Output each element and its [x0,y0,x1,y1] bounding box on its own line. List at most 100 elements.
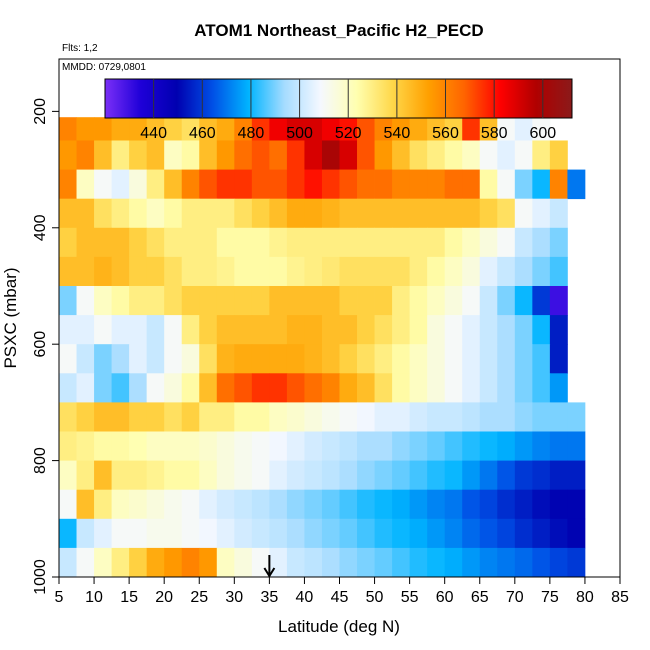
heatmap-cell [321,547,340,578]
heatmap-cell [59,547,77,578]
heatmap-cell [216,198,235,229]
heatmap-cell [94,285,112,316]
heatmap-cell [286,285,305,316]
heatmap-cell [111,140,130,170]
heatmap-cell [462,140,481,170]
heatmap-cell [181,431,200,461]
heatmap-cell [304,489,323,520]
heatmap-cell [462,315,481,345]
heatmap-cell [146,315,165,345]
heatmap-cell [59,518,77,549]
heatmap-cell [181,547,200,578]
heatmap-cell [216,285,235,316]
heatmap-cell [479,402,498,432]
heatmap-cell [251,489,270,520]
latitude-marker-arrow [263,555,276,578]
heatmap-cell [164,547,183,578]
heatmap-cell [409,227,428,258]
heatmap-cell [216,402,235,432]
heatmap-cell [111,402,130,432]
heatmap-cell [532,227,551,258]
heatmap-cell [234,256,253,287]
heatmap-cell [549,140,568,170]
heatmap-cell [444,315,463,345]
heatmap-cell [181,227,200,258]
heatmap-cell [567,518,586,549]
heatmap-cell [304,140,323,170]
heatmap-cell [357,117,375,141]
heatmap-cell [234,315,253,345]
heatmap-cell [59,285,77,316]
x-tick-label: 55 [401,589,419,606]
heatmap-cell [357,285,375,316]
heatmap-cell [514,344,533,374]
heatmap-cell [339,198,358,229]
colorbar-tick-label: 580 [481,125,508,142]
heatmap-cell [427,489,446,520]
heatmap-cell [304,402,323,432]
x-tick-label: 10 [85,589,103,606]
heatmap-cell [392,169,411,200]
heatmap-cell [111,373,130,403]
heatmap-cell [304,344,323,374]
heatmap-cell [532,117,551,141]
heatmap-cell [199,256,218,287]
heatmap-cell [374,431,393,461]
x-tick-label: 80 [576,589,594,606]
heatmap-cell [199,402,218,432]
heatmap-cell [409,431,428,461]
heatmap-cell [76,460,95,491]
heatmap-cell [374,315,393,345]
heatmap-cell [146,285,165,316]
heatmap-cell [181,169,200,200]
heatmap-cell [129,256,148,287]
heatmap-cell [321,373,340,403]
heatmap-cell [76,431,95,461]
heatmap-cell [514,489,533,520]
y-tick-label: 1000 [32,559,49,595]
flights-label: Flts: 1,2 [62,43,98,54]
heatmap-cell [216,373,235,403]
heatmap-cell [269,140,288,170]
heatmap-cell [567,431,586,461]
heatmap-cell [409,460,428,491]
heatmap-cell [497,518,516,549]
heatmap-cell [94,489,112,520]
heatmap-cell [392,547,411,578]
x-tick-label: 85 [611,589,629,606]
heatmap-cell [392,344,411,374]
heatmap-cell [514,460,533,491]
heatmap-cell [76,285,95,316]
heatmap-cell [532,402,551,432]
heatmap-cell [251,373,270,403]
heatmap-cell [339,256,358,287]
heatmap-cell [392,460,411,491]
heatmap-cell [146,402,165,432]
heatmap-cell [181,117,200,141]
heatmap-cell [216,169,235,200]
heatmap-cell [497,169,516,200]
heatmap-cell [427,117,446,141]
heatmap-cell [321,169,340,200]
heatmap-cell [269,169,288,200]
heatmap-cell [514,117,533,141]
heatmap-cell [374,169,393,200]
heatmap-cell [374,140,393,170]
heatmap-cell [199,198,218,229]
heatmap-cell [321,460,340,491]
heatmap-cell [514,140,533,170]
heatmap-cell [409,198,428,229]
heatmap-cell [129,227,148,258]
heatmap-cell [339,285,358,316]
heatmap-cell [549,489,568,520]
colorbar-ticks: 440 460 480 500 520 540 560 580 600 [140,79,556,142]
heatmap-cell [129,431,148,461]
marker-arrowhead [263,567,276,578]
heatmap-cell [269,460,288,491]
heatmap-cell [304,117,323,141]
heatmap-cell [164,489,183,520]
heatmap-cell [444,198,463,229]
y-axis-label: PSXC (mbar) [1,267,20,368]
heatmap-cell [549,460,568,491]
heatmap-cell [269,198,288,229]
